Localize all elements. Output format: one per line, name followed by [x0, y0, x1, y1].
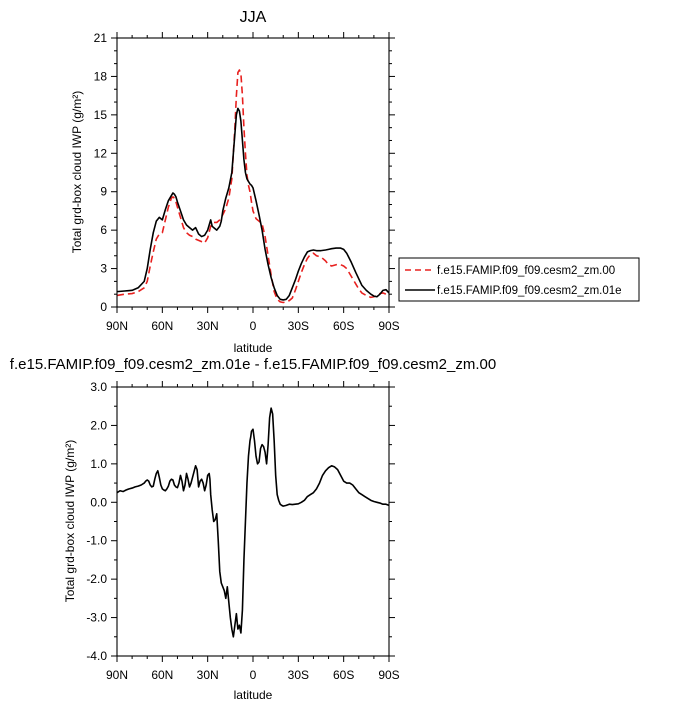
- chart1-x-tick-label: 30S: [288, 319, 309, 333]
- chart1-y-tick-label: 15: [94, 108, 108, 122]
- chart1-x-tick-label: 30N: [197, 319, 219, 333]
- chart1-legend: f.e15.FAMIP.f09_f09.cesm2_zm.00 f.e15.FA…: [398, 257, 640, 302]
- chart1-x-tick-label: 90S: [378, 319, 399, 333]
- chart1-y-tick-label: 12: [94, 146, 108, 160]
- chart2-y-tick-label: -2.0: [86, 572, 107, 586]
- chart2-x-tick-label: 90S: [378, 668, 399, 682]
- chart2-x-tick-label: 30N: [197, 668, 219, 682]
- chart2-y-tick-label: 0.0: [90, 495, 107, 509]
- legend-label-series-2: f.e15.FAMIP.f09_f09.cesm2_zm.01e: [437, 285, 622, 297]
- chart1-frame: [116, 37, 390, 308]
- chart1-x-tick-label: 60N: [151, 319, 173, 333]
- chart1-x-tick-label: 0: [250, 319, 257, 333]
- legend-label-series-1: f.e15.FAMIP.f09_f09.cesm2_zm.00: [437, 265, 615, 277]
- chart1-y-tick-label: 0: [100, 300, 107, 314]
- chart2-x-tick-label: 60S: [333, 668, 354, 682]
- chart2-x-tick-label: 0: [250, 668, 257, 682]
- chart1-y-axis-label: Total grd-box cloud IWP (g/m²): [70, 91, 84, 254]
- chart2-y-tick-label: -1.0: [86, 534, 107, 548]
- chart2-y-tick-label: -4.0: [86, 649, 107, 663]
- chart1-y-tick-label: 3: [100, 262, 107, 276]
- chart1-y-tick-label: 9: [100, 185, 107, 199]
- chart2-x-tick-label: 90N: [106, 668, 128, 682]
- chart1-x-axis-label: latitude: [234, 341, 273, 355]
- chart2-plot: 90N 60N 30N 0 30S 60S 90S -4.0 -3.0 -2.0 -1.0 0.0 1.…: [86, 380, 399, 682]
- chart2-y-tick-label: 1.0: [90, 457, 107, 471]
- chart1-x-tick-label: 60S: [333, 319, 354, 333]
- chart2-y-tick-label: 2.0: [90, 418, 107, 432]
- chart1-x-tick-label: 90N: [106, 319, 128, 333]
- chart1-title: JJA: [240, 9, 267, 26]
- chart1-y-tick-label: 6: [100, 223, 107, 237]
- chart1-series-line-2: [116, 107, 390, 301]
- chart2-series-line-1: [116, 407, 390, 638]
- chart2-y-tick-label: -3.0: [86, 611, 107, 625]
- chart2-y-axis-label: Total grd-box cloud IWP (g/m²): [63, 440, 77, 603]
- chart1-y-tick-label: 18: [94, 69, 108, 83]
- chart2-x-tick-label: 30S: [288, 668, 309, 682]
- chart2-frame: [116, 386, 390, 657]
- chart2-y-tick-label: 3.0: [90, 380, 107, 394]
- chart2-x-tick-label: 60N: [151, 668, 173, 682]
- chart1-y-tick-label: 21: [94, 31, 108, 45]
- chart1-series-line-1: [116, 69, 389, 304]
- chart2-x-axis-label: latitude: [234, 688, 273, 702]
- chart2-title: f.e15.FAMIP.f09_f09.cesm2_zm.01e - f.e15…: [10, 356, 496, 373]
- chart1-plot: 90N 60N 30N 0 30S 60S 90S 0 3 6 9 12 15 18 21: [94, 31, 400, 333]
- legend-box: [398, 257, 640, 302]
